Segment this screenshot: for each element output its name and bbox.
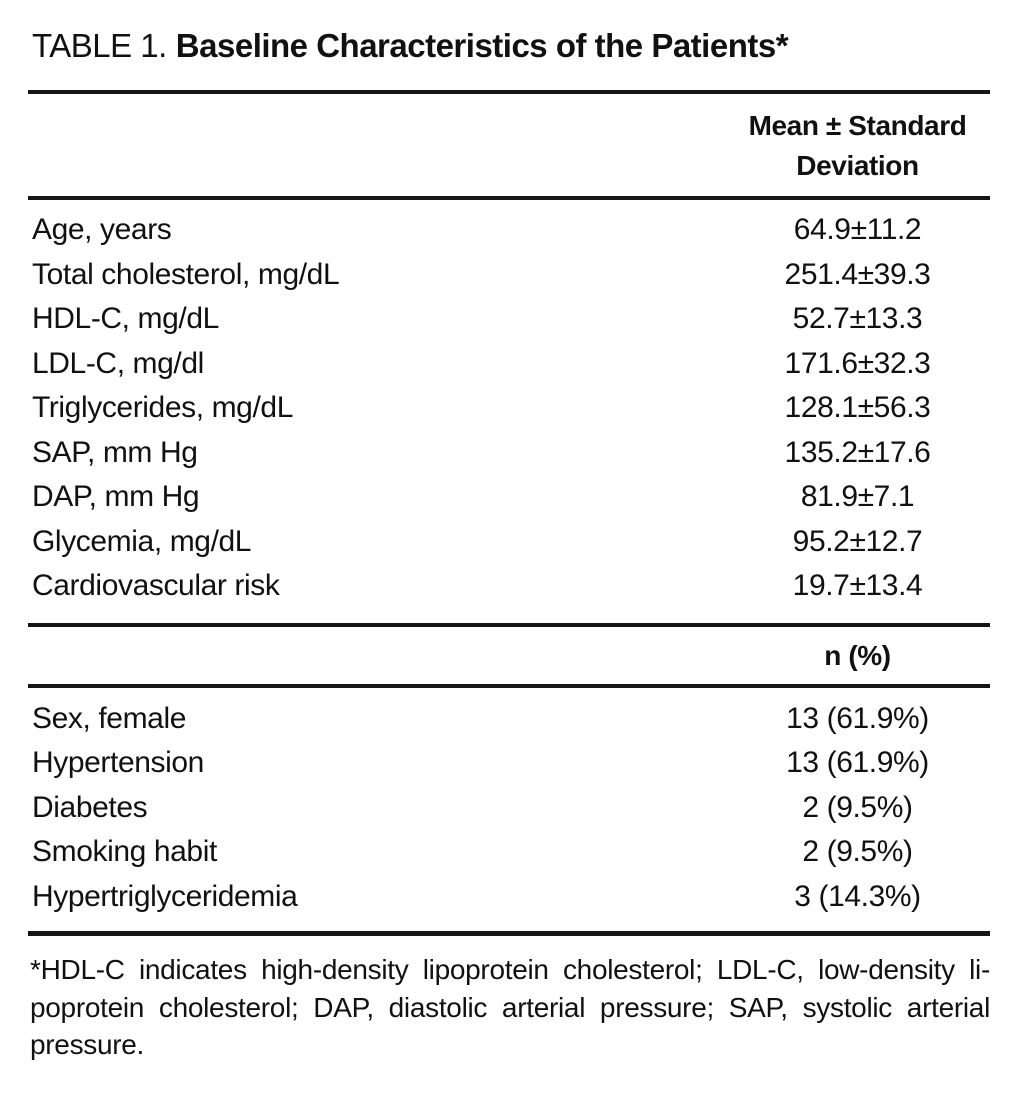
table-row: SAP, mm Hg 135.2±17.6 (28, 431, 990, 476)
row-label: Smoking habit (32, 835, 217, 868)
row-value: 171.6±32.3 (784, 346, 931, 380)
row-label: LDL-C, mg/dl (32, 346, 204, 380)
row-value: 19.7±13.4 (792, 569, 923, 602)
row-label: Triglycerides, mg/dL (32, 391, 293, 424)
mean-sd-column-header: Mean ± Standard Deviation (725, 106, 990, 186)
mean-sd-header-row: Mean ± Standard Deviation (28, 94, 990, 196)
row-label: HDL-C, mg/dL (32, 302, 219, 335)
row-label: Hypertriglyceridemia (32, 879, 298, 913)
mean-sd-header-line2: Deviation (796, 150, 919, 181)
count-rows: Sex, female 13 (61.9%) Hypertension 13 (… (28, 688, 990, 932)
rule-under-n-percent-header (28, 683, 990, 688)
table-row: HDL-C, mg/dL 52.7±13.3 (28, 297, 990, 342)
row-value: 135.2±17.6 (784, 435, 931, 469)
row-value: 81.9±7.1 (800, 480, 915, 513)
mean-sd-header-line1: Mean ± Standard (748, 110, 967, 141)
row-label: DAP, mm Hg (32, 480, 200, 513)
mean-sd-rows: Age, years 64.9±11.2 Total cholesterol, … (28, 200, 990, 623)
row-label: Cardiovascular risk (32, 569, 280, 602)
table-row: Age, years 64.9±11.2 (28, 208, 990, 253)
rule-above-n-percent-header (28, 622, 990, 627)
row-value: 251.4±39.3 (784, 257, 931, 291)
row-value: 95.2±12.7 (792, 524, 923, 558)
table-title: TABLE 1. Baseline Characteristics of the … (28, 27, 990, 65)
table-row: Triglycerides, mg/dL 128.1±56.3 (28, 386, 990, 431)
n-percent-header-row: n (%) (28, 627, 990, 684)
row-label: Total cholesterol, mg/dL (32, 257, 340, 291)
row-value: 13 (61.9%) (786, 701, 929, 735)
table-row: Glycemia, mg/dL 95.2±12.7 (28, 520, 990, 565)
row-value: 128.1±56.3 (784, 391, 931, 424)
rule-under-mean-sd-header (28, 196, 990, 200)
row-label: Hypertension (32, 746, 204, 779)
table-row: Sex, female 13 (61.9%) (28, 697, 990, 742)
row-label: Sex, female (32, 701, 187, 735)
row-label: SAP, mm Hg (32, 435, 198, 469)
n-percent-column-header: n (%) (824, 639, 891, 671)
table-row: LDL-C, mg/dl 171.6±32.3 (28, 342, 990, 387)
row-value: 52.7±13.3 (792, 302, 923, 335)
footnote-line: poprotein cholesterol; DAP, diastolic ar… (30, 991, 990, 1023)
row-value: 13 (61.9%) (786, 746, 929, 779)
table-row: Cardiovascular risk 19.7±13.4 (28, 564, 990, 609)
rule-top (28, 90, 990, 94)
table-row: Smoking habit 2 (9.5%) (28, 830, 990, 875)
footnote-line: *HDL-C indicates high-density lipoprotei… (30, 954, 990, 985)
row-label: Diabetes (32, 790, 148, 824)
footnote-line: pressure. (30, 1029, 145, 1060)
row-label: Glycemia, mg/dL (32, 524, 252, 558)
row-value: 64.9±11.2 (793, 213, 922, 246)
table-row: Hypertriglyceridemia 3 (14.3%) (28, 875, 990, 920)
table-row: Diabetes 2 (9.5%) (28, 786, 990, 831)
table-row: Hypertension 13 (61.9%) (28, 741, 990, 786)
table-row: DAP, mm Hg 81.9±7.1 (28, 475, 990, 520)
row-label: Age, years (32, 213, 172, 246)
table-title-text: Baseline Characteristics of the Patients… (175, 27, 789, 64)
rule-bottom (28, 931, 990, 936)
table-number: TABLE 1. (32, 27, 167, 64)
row-value: 2 (9.5%) (802, 790, 913, 824)
table-footnote: *HDL-C indicates high-density lipoprotei… (28, 936, 990, 1064)
row-value: 3 (14.3%) (794, 879, 921, 913)
row-value: 2 (9.5%) (802, 835, 913, 868)
table-row: Total cholesterol, mg/dL 251.4±39.3 (28, 253, 990, 298)
